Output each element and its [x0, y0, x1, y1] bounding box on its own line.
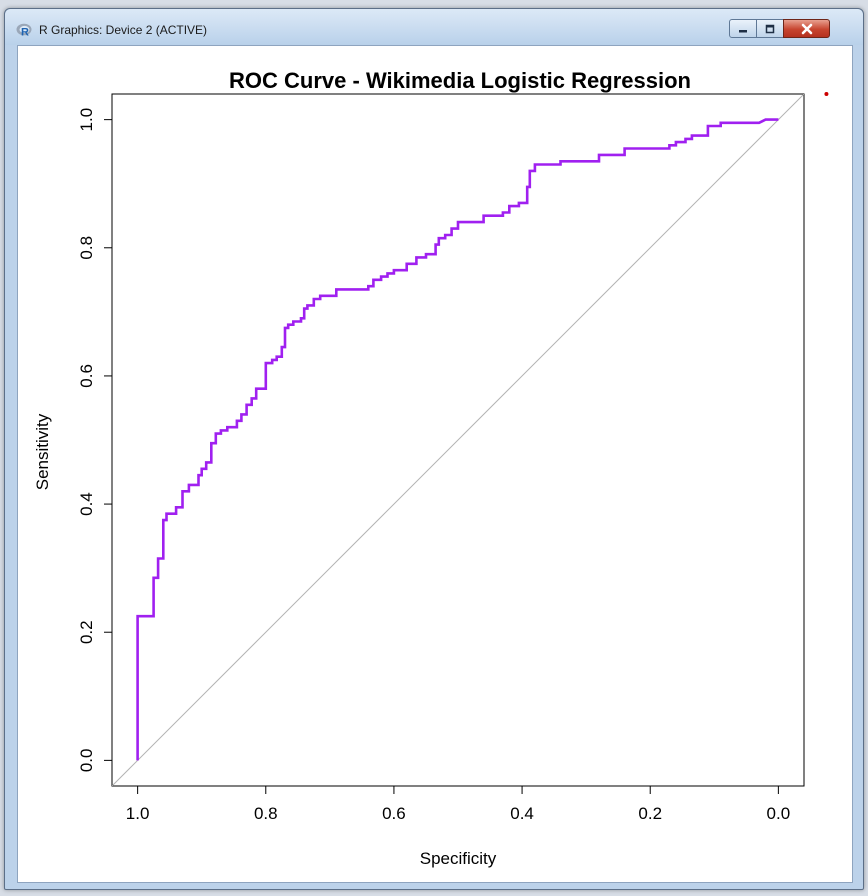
window-title: R Graphics: Device 2 (ACTIVE) — [39, 23, 208, 37]
y-axis-label: Sensitivity — [33, 413, 52, 490]
y-tick-label: 0.2 — [77, 620, 96, 644]
stray-point — [824, 92, 829, 96]
title-bar[interactable]: R R Graphics: Device 2 (ACTIVE) — [5, 9, 863, 45]
y-tick-label: 0.8 — [77, 236, 96, 260]
close-icon — [801, 23, 812, 34]
chart-title: ROC Curve - Wikimedia Logistic Regressio… — [229, 68, 691, 93]
svg-text:R: R — [21, 27, 29, 38]
graphics-window: R R Graphics: Device 2 (ACTIVE) ROC Curv… — [4, 8, 864, 890]
minimize-icon — [739, 29, 747, 32]
reference-line — [112, 94, 804, 786]
x-tick-label: 1.0 — [126, 804, 150, 823]
y-tick-label: 1.0 — [77, 108, 96, 132]
y-tick-label: 0.4 — [77, 492, 96, 516]
x-axis-label: Specificity — [420, 849, 497, 868]
close-button[interactable] — [783, 19, 830, 38]
x-tick-label: 0.0 — [767, 804, 791, 823]
maximize-button[interactable] — [756, 19, 784, 38]
x-tick-label: 0.8 — [254, 804, 278, 823]
x-tick-label: 0.6 — [382, 804, 406, 823]
roc-chart: ROC Curve - Wikimedia Logistic Regressio… — [33, 68, 829, 868]
maximize-icon — [765, 24, 775, 33]
y-tick-label: 0.6 — [77, 364, 96, 388]
plot-canvas: ROC Curve - Wikimedia Logistic Regressio… — [17, 45, 853, 883]
x-tick-label: 0.4 — [510, 804, 534, 823]
r-logo-icon: R — [16, 23, 32, 37]
x-tick-label: 0.2 — [638, 804, 662, 823]
chart-marks — [112, 92, 829, 786]
axes: 1.0 0.8 0.6 0.4 0.2 0.0 0.0 0.2 0.4 0.6 0.8 1.0 — [77, 108, 790, 823]
roc-curve-line — [136, 118, 779, 761]
minimize-button[interactable] — [729, 19, 757, 38]
y-tick-label: 0.0 — [77, 749, 96, 773]
